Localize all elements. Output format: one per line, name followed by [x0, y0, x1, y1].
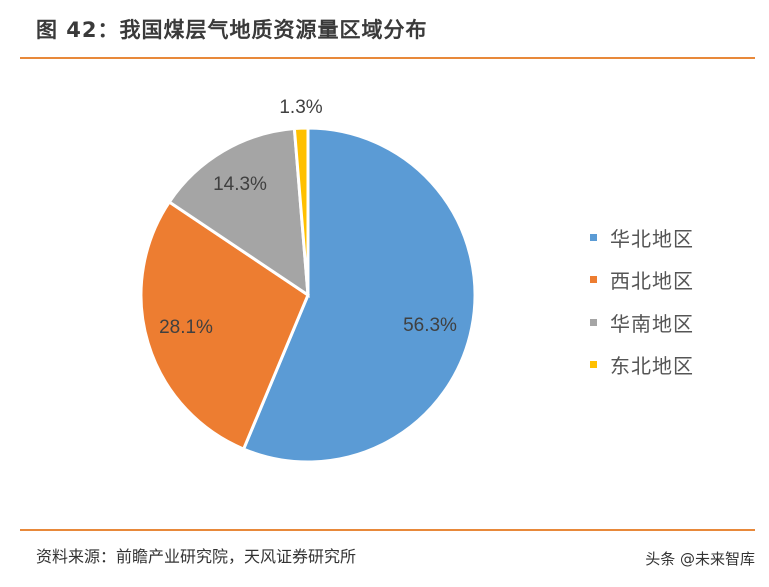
legend-item-xibei: 西北地区 — [590, 259, 694, 302]
chart-title: 图 42：我国煤层气地质资源量区域分布 — [36, 18, 428, 42]
slice-data-label: 1.3% — [279, 97, 322, 118]
legend-swatch-icon — [590, 276, 597, 284]
legend-swatch-icon — [590, 361, 597, 369]
legend-label: 东北地区 — [610, 354, 694, 379]
chart-legend: 华北地区 西北地区 华南地区 东北地区 — [590, 216, 694, 386]
pie-slice-1 — [139, 199, 310, 452]
pie-slice-3 — [292, 126, 310, 296]
watermark: 头条 @未来智库 — [645, 550, 755, 568]
legend-swatch-icon — [590, 233, 597, 241]
legend-label: 华北地区 — [610, 226, 694, 251]
legend-label: 华南地区 — [610, 311, 694, 336]
pie-slice-0 — [241, 126, 477, 464]
legend-item-huanan: 华南地区 — [590, 301, 694, 344]
legend-label: 西北地区 — [610, 269, 694, 294]
source-note: 资料来源：前瞻产业研究院，天风证券研究所 — [36, 547, 357, 566]
legend-swatch-icon — [590, 318, 597, 326]
bottom-divider — [20, 529, 755, 531]
slice-data-label: 56.3% — [403, 315, 457, 336]
legend-item-dongbei: 东北地区 — [590, 344, 694, 387]
slice-data-label: 14.3% — [213, 174, 267, 195]
pie-slice-2 — [167, 126, 310, 298]
top-divider — [20, 57, 755, 59]
legend-item-huabei: 华北地区 — [590, 216, 694, 259]
slice-data-label: 28.1% — [159, 317, 213, 338]
